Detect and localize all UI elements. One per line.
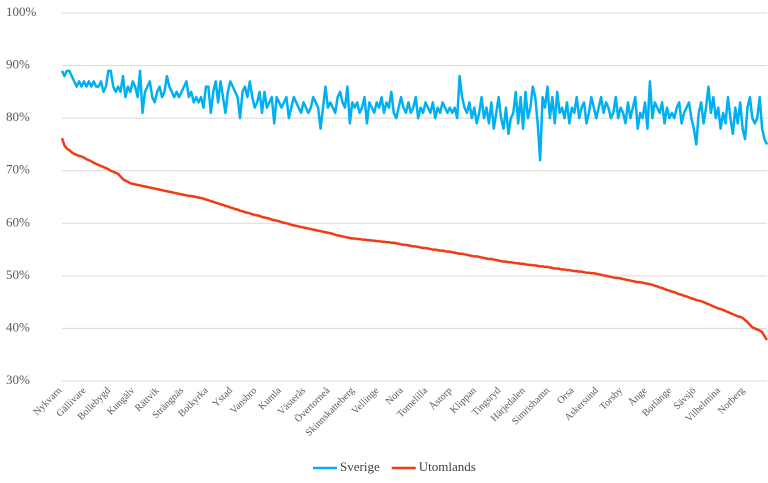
series-line	[60, 137, 768, 341]
y-tick-label: 80%	[6, 109, 30, 124]
y-tick-label: 100%	[6, 4, 37, 19]
legend-label: Sverige	[340, 459, 380, 474]
series-line	[60, 69, 768, 162]
x-tick-label: Torsby	[598, 385, 625, 412]
y-tick-label: 40%	[6, 319, 30, 334]
y-tick-label: 70%	[6, 162, 30, 177]
x-tick-label: Vellinge	[350, 385, 382, 417]
y-tick-label: 30%	[6, 372, 30, 387]
x-tick-label: Kungälv	[105, 385, 137, 417]
legend-label: Utomlands	[419, 459, 476, 474]
y-tick-label: 90%	[6, 57, 30, 72]
x-tick-label: Orsa	[555, 385, 577, 407]
y-tick-label: 50%	[6, 267, 30, 282]
y-tick-label: 60%	[6, 214, 30, 229]
x-tick-label: Vansbro	[228, 385, 259, 416]
x-tick-label: Norberg	[716, 385, 747, 416]
